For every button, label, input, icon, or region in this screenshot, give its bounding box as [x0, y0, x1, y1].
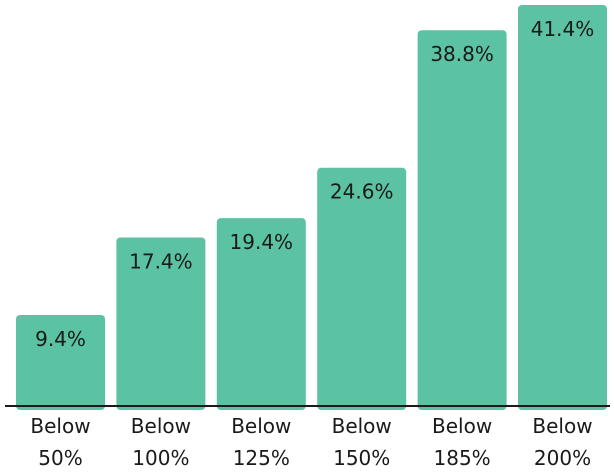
- value-label-2: 17.4%: [129, 250, 193, 274]
- bar-2: [116, 237, 206, 410]
- x-tick-label-3: Below 125%: [231, 414, 291, 470]
- x-tick-label-5: Below 185%: [432, 414, 492, 470]
- bar-6: [518, 5, 607, 410]
- x-tick-labels-group: Below 50% Below 100% Below 125% Below 150% Below…: [30, 414, 592, 470]
- value-labels-group: 9.4% 17.4% 19.4% 24.6% 38.8% 41.4%: [35, 17, 594, 351]
- bar-4: [317, 167, 407, 410]
- value-label-3: 19.4%: [230, 230, 294, 254]
- x-tick-label-4: Below 150%: [332, 414, 392, 470]
- bars-group: [16, 5, 607, 410]
- value-label-6: 41.4%: [531, 17, 595, 41]
- value-label-4: 24.6%: [330, 180, 394, 204]
- bar-3: [216, 218, 306, 410]
- x-tick-label-1: Below 50%: [30, 414, 90, 470]
- x-tick-label-6: Below 200%: [532, 414, 592, 470]
- x-tick-label-2: Below 100%: [131, 414, 191, 470]
- value-label-5: 38.8%: [430, 42, 494, 66]
- bar-1: [16, 315, 105, 410]
- bar-5: [417, 30, 507, 410]
- value-label-1: 9.4%: [35, 327, 86, 351]
